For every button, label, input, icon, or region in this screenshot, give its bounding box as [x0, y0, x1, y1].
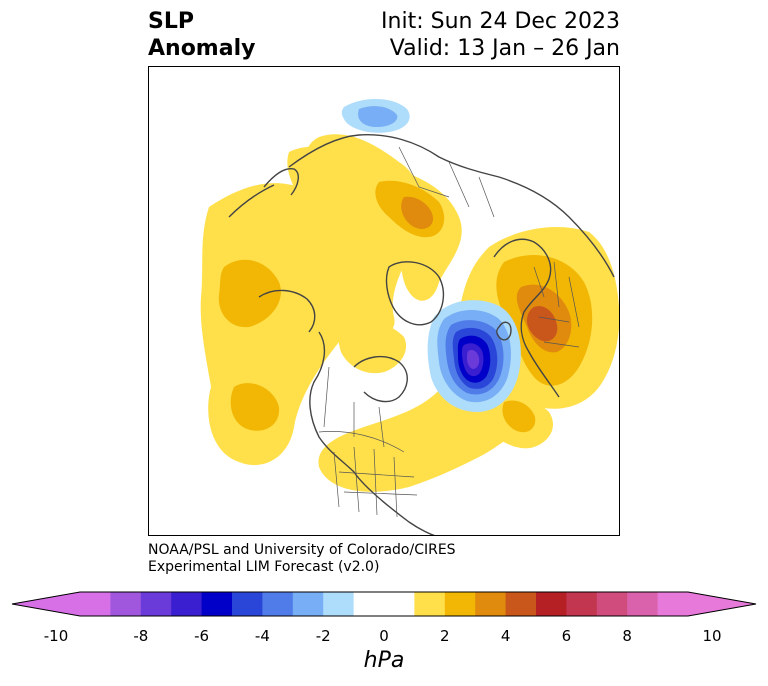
colorbar-tick-label: -8	[133, 627, 149, 645]
pacific-orange-core	[218, 259, 281, 328]
colorbar	[11, 591, 757, 617]
colorbar-tick-label: 6	[561, 627, 572, 645]
siberia-blue-mid	[358, 106, 398, 127]
colorbar-swatch	[566, 592, 598, 616]
europe-coast	[493, 238, 560, 398]
arctic-dark-orange-core	[401, 196, 434, 229]
colorbar-tick-label: -6	[194, 627, 210, 645]
russia-borders	[398, 146, 495, 218]
atlantic-low-core	[467, 349, 480, 369]
credit-text: NOAA/PSL and University of Colorado/CIRE…	[148, 542, 456, 576]
eurasia-coast	[288, 134, 615, 278]
north-america-coast	[309, 331, 435, 535]
alaska-coast	[258, 289, 316, 333]
colorbar-swatch	[110, 592, 142, 616]
colorbar-swatch	[201, 592, 233, 616]
forecast-dates: Init: Sun 24 Dec 2023 Valid: 13 Jan – 26…	[381, 8, 620, 62]
colorbar-swatch	[292, 592, 324, 616]
positive-anomaly-shading	[200, 134, 619, 492]
colorbar-outline	[11, 591, 757, 617]
negative-anomaly-shading	[341, 98, 521, 412]
colorbar-swatch	[657, 592, 689, 616]
valid-dates: Valid: 13 Jan – 26 Jan	[389, 36, 620, 61]
colorbar-under-arrow	[12, 592, 80, 616]
credit-line-2: Experimental LIM Forecast (v2.0)	[148, 559, 380, 575]
colorbar-tick-label: -10	[43, 627, 69, 645]
greenland-yellow	[338, 319, 407, 374]
init-date: Init: Sun 24 Dec 2023	[381, 9, 620, 34]
colorbar-tick-label: -2	[315, 627, 331, 645]
colorbar-over-arrow	[688, 592, 756, 616]
colorbar-tick-label: 10	[702, 627, 722, 645]
colorbar-swatch	[384, 592, 415, 616]
coastlines	[228, 134, 615, 535]
colorbar-swatch	[262, 592, 294, 616]
title-line-1: SLP	[148, 9, 194, 34]
colorbar-swatch	[596, 592, 628, 616]
colorbar-swatch	[505, 592, 537, 616]
colorbar-swatch	[171, 592, 203, 616]
colorbar-swatch	[353, 592, 385, 616]
country-borders	[318, 146, 580, 518]
us-states-grid	[333, 446, 418, 518]
europe-borders	[533, 261, 580, 348]
map-title: SLP Anomaly	[148, 8, 255, 62]
british-isles	[496, 321, 512, 341]
atlantic-orange-south	[502, 400, 536, 433]
pacific-orange-south	[230, 383, 280, 431]
map-panel	[148, 66, 620, 536]
colorbar-tick-label: -4	[254, 627, 270, 645]
colorbar-tick-label: 0	[379, 627, 389, 645]
title-line-2: Anomaly	[148, 36, 256, 61]
colorbar-swatch	[627, 592, 659, 616]
slp-anomaly-map	[200, 98, 619, 535]
colorbar-tick-label: 8	[622, 627, 632, 645]
usa-canada-border	[318, 431, 405, 453]
kamchatka-coast	[263, 168, 299, 196]
colorbar-tick-label: 4	[500, 627, 511, 645]
colorbar-swatch	[232, 592, 263, 616]
europe-red-core	[527, 306, 558, 342]
credit-line-1: NOAA/PSL and University of Colorado/CIRE…	[148, 542, 456, 558]
greenland-coast	[385, 261, 445, 326]
canada-provinces	[323, 366, 385, 448]
colorbar-swatch	[80, 592, 111, 616]
colorbar-swatch	[414, 592, 446, 616]
colorbar-swatch	[475, 592, 507, 616]
colorbar-swatch	[536, 592, 567, 616]
colorbar-swatch	[140, 592, 172, 616]
hudson-bay-coast	[353, 355, 408, 403]
colorbar-swatch	[323, 592, 355, 616]
asia-east-coast	[228, 184, 275, 218]
colorbar-unit: hPa	[363, 648, 405, 673]
colorbar-swatch	[444, 592, 476, 616]
colorbar-tick-label: 2	[440, 627, 450, 645]
